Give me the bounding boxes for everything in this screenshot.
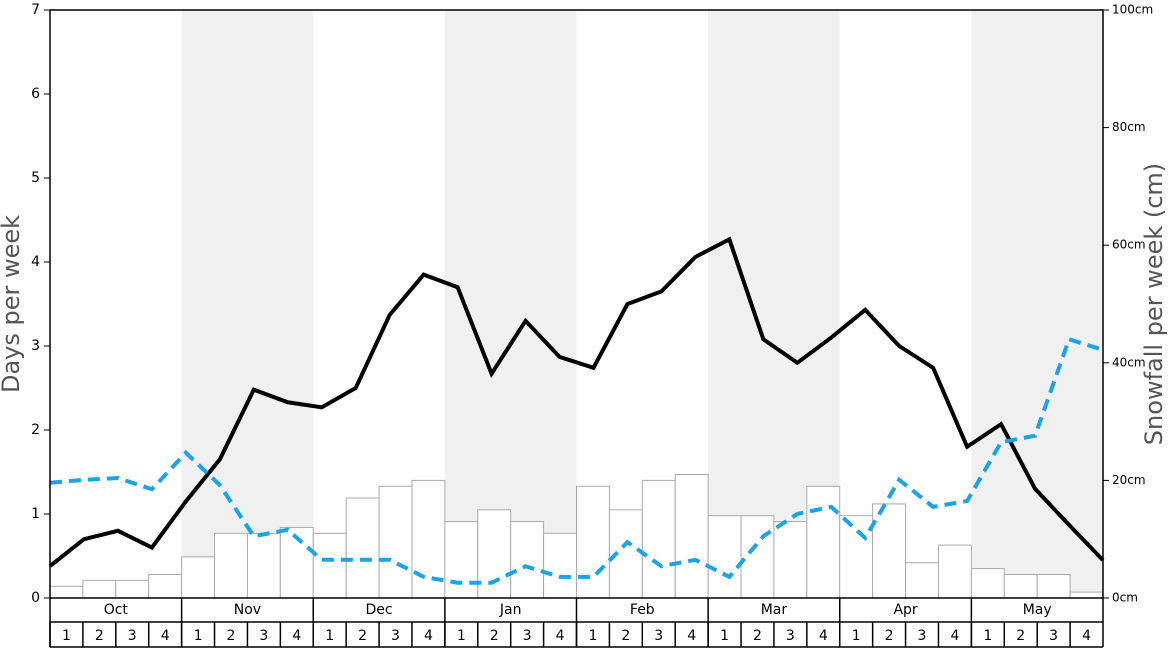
- bar: [312, 532, 347, 599]
- x-tick-label: 4: [556, 628, 565, 644]
- x-tick-label: 2: [1016, 628, 1025, 644]
- bar: [246, 532, 281, 599]
- x-tick-label: 2: [227, 628, 236, 644]
- bar: [1003, 573, 1038, 599]
- bar: [937, 544, 972, 599]
- x-tick-label: 3: [523, 628, 532, 644]
- bar: [1069, 591, 1104, 599]
- x-tick-label: 4: [292, 628, 301, 644]
- line: [48, 236, 1105, 568]
- bar: [378, 485, 413, 599]
- month-label: May: [1023, 602, 1052, 618]
- x-tick-label: 4: [687, 628, 696, 644]
- bar: [641, 479, 676, 599]
- x-tick-label: 3: [391, 628, 400, 644]
- y2-tick-label: 40cm: [1112, 355, 1146, 369]
- x-tick-label: 3: [128, 628, 137, 644]
- x-tick-label: 4: [819, 628, 828, 644]
- bar: [543, 532, 577, 599]
- x-tick-label: 2: [358, 628, 367, 644]
- bar: [444, 521, 479, 599]
- bar: [477, 509, 512, 599]
- month-label: Apr: [893, 602, 917, 618]
- month-label: Dec: [366, 602, 393, 618]
- y2-tick-label: 20cm: [1112, 473, 1146, 487]
- bar: [970, 568, 1005, 599]
- x-tick-label: 4: [950, 628, 959, 644]
- month-label: Nov: [234, 602, 261, 618]
- x-tick-label: 3: [786, 628, 795, 644]
- bar: [214, 532, 248, 599]
- x-tick-label: 1: [983, 628, 992, 644]
- bar: [806, 485, 841, 599]
- y2-tick-label: 100cm: [1112, 3, 1153, 17]
- y2-tick-label: 80cm: [1112, 120, 1146, 134]
- y2-tick-label: 60cm: [1112, 238, 1146, 252]
- bar: [181, 556, 216, 599]
- month-label: Jan: [499, 602, 522, 618]
- y-tick-label: 7: [31, 2, 40, 18]
- bar: [115, 579, 150, 599]
- bar: [148, 573, 183, 599]
- month-shade: [971, 10, 1103, 598]
- bar: [576, 485, 610, 599]
- x-tick-label: 2: [95, 628, 104, 644]
- x-tick-label: 1: [588, 628, 597, 644]
- y-tick-label: 5: [31, 170, 40, 186]
- bar: [345, 497, 380, 599]
- line: [49, 336, 1104, 585]
- month-label: Feb: [630, 602, 655, 618]
- x-tick-label: 1: [457, 628, 466, 644]
- x-tick-label: 2: [753, 628, 762, 644]
- bar: [510, 521, 545, 599]
- x-tick-label: 1: [325, 628, 334, 644]
- y-tick-label: 6: [31, 86, 40, 102]
- x-tick-label: 4: [161, 628, 170, 644]
- bar: [839, 515, 874, 599]
- y2-tick-label: 0cm: [1112, 591, 1138, 605]
- y-tick-label: 3: [31, 338, 40, 354]
- y-tick-label: 4: [31, 254, 40, 270]
- x-tick-label: 3: [259, 628, 268, 644]
- x-tick-label: 4: [424, 628, 433, 644]
- x-tick-label: 2: [490, 628, 499, 644]
- y-tick-label: 2: [31, 422, 40, 438]
- bar: [740, 515, 775, 599]
- x-tick-label: 3: [918, 628, 927, 644]
- x-tick-label: 1: [720, 628, 729, 644]
- bar: [49, 585, 84, 599]
- y2-axis-title: Snowfall per week (cm): [1140, 163, 1168, 445]
- bar: [773, 521, 808, 599]
- x-tick-label: 3: [1049, 628, 1058, 644]
- bar: [872, 503, 907, 599]
- month-shade: [181, 10, 314, 598]
- x-tick-label: 3: [654, 628, 663, 644]
- bar: [82, 579, 117, 599]
- x-tick-label: 1: [194, 628, 203, 644]
- y-axis-title: Days per week: [0, 215, 25, 393]
- x-tick-label: 2: [621, 628, 630, 644]
- x-tick-label: 4: [1082, 628, 1091, 644]
- month-label: Oct: [104, 602, 129, 618]
- month-shade: [444, 10, 577, 598]
- bar: [707, 515, 742, 599]
- x-tick-label: 1: [62, 628, 71, 644]
- y-tick-label: 0: [31, 590, 40, 606]
- month-label: Mar: [761, 602, 788, 618]
- x-tick-label: 1: [852, 628, 861, 644]
- x-tick-label: 2: [885, 628, 894, 644]
- bar: [905, 562, 939, 599]
- bar: [1036, 573, 1071, 599]
- y-tick-label: 1: [31, 506, 40, 522]
- bar: [674, 474, 709, 599]
